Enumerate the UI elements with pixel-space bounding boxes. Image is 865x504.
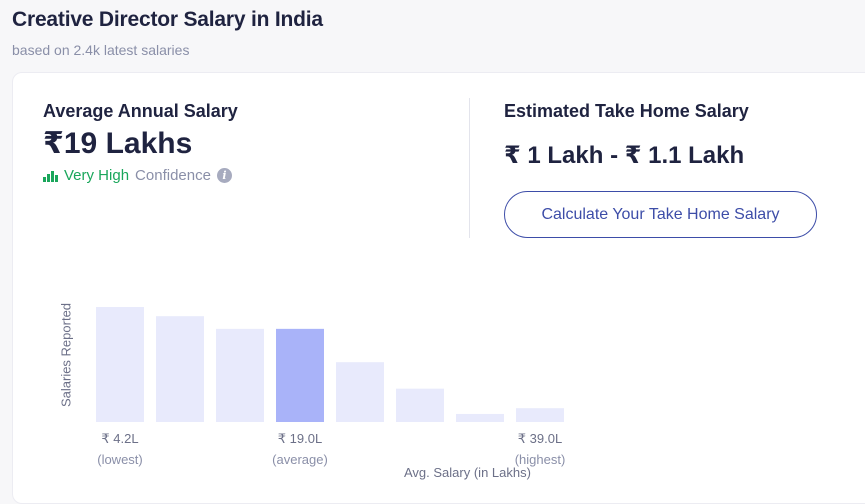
salary-bar-5[interactable] xyxy=(396,388,444,422)
page-title: Creative Director Salary in India xyxy=(12,8,323,31)
confidence-indicator: Very High Confidence i xyxy=(43,167,232,184)
page-subtitle: based on 2.4k latest salaries xyxy=(12,42,190,58)
average-salary-value: ₹19 Lakhs xyxy=(43,127,193,160)
salary-bar-0[interactable] xyxy=(96,307,144,422)
tick-label-note: (average) xyxy=(272,452,328,467)
salary-bar-6[interactable] xyxy=(456,413,504,422)
salary-bar-4[interactable] xyxy=(336,362,384,422)
salary-bar-3[interactable] xyxy=(276,328,324,422)
take-home-value: ₹ 1 Lakh - ₹ 1.1 Lakh xyxy=(504,142,745,169)
tick-label-value: ₹ 19.0L xyxy=(278,431,322,446)
calculate-take-home-button[interactable]: Calculate Your Take Home Salary xyxy=(504,191,817,238)
salary-bar-7[interactable] xyxy=(516,408,564,422)
average-salary-label: Average Annual Salary xyxy=(43,101,238,121)
tick-label-note: (lowest) xyxy=(97,452,143,467)
signal-bars-icon xyxy=(43,170,58,182)
info-icon[interactable]: i xyxy=(216,168,232,183)
x-axis-label: Avg. Salary (in Lakhs) xyxy=(404,465,531,480)
confidence-word: Confidence xyxy=(135,167,211,184)
salary-bar-1[interactable] xyxy=(156,316,204,422)
take-home-label: Estimated Take Home Salary xyxy=(504,101,749,121)
tick-label-value: ₹ 4.2L xyxy=(101,431,138,446)
section-divider xyxy=(469,98,470,238)
salary-distribution-chart: ₹ 4.2L (lowest) ₹ 19.0L (average) ₹ 39.0L (hi… xyxy=(96,307,566,467)
confidence-level: Very High xyxy=(64,167,130,184)
tick-label-value: ₹ 39.0L xyxy=(518,431,562,446)
tick-label-note: (highest) xyxy=(515,452,566,467)
salary-card xyxy=(12,72,865,504)
salary-bar-2[interactable] xyxy=(216,328,264,422)
